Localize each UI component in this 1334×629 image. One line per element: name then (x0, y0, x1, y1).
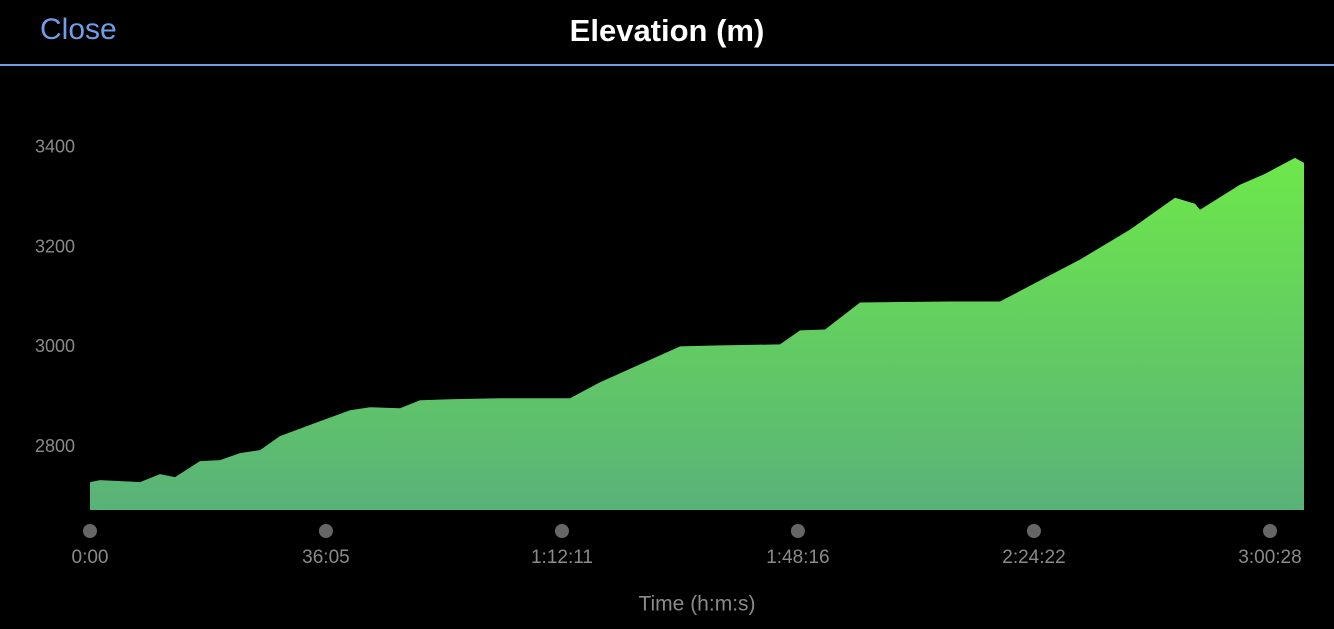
x-tick-label: 0:00 (72, 547, 109, 568)
y-tick-label: 3000 (35, 336, 75, 356)
x-tick-dot (790, 524, 805, 538)
x-tick-label: 1:12:11 (531, 547, 593, 568)
x-tick-label: 3:00:28 (1238, 547, 1301, 568)
elevation-area (90, 157, 1304, 510)
x-tick-dot (1262, 524, 1277, 538)
x-tick-dot (554, 524, 569, 538)
y-tick-label: 3200 (35, 236, 75, 256)
x-axis-label: Time (h:m:s) (638, 593, 755, 616)
x-tick-dot (83, 524, 97, 538)
y-tick-label: 3400 (35, 137, 75, 157)
x-tick-dot (1026, 524, 1041, 538)
x-tick-label: 2:24:22 (1002, 547, 1065, 568)
chart-title: Elevation (m) (570, 13, 765, 48)
x-tick-dot (318, 524, 333, 538)
close-button[interactable]: Close (40, 13, 117, 46)
y-tick-label: 2800 (35, 436, 75, 456)
x-tick-label: 36:05 (302, 547, 350, 568)
x-tick-label: 1:48:16 (766, 547, 829, 568)
